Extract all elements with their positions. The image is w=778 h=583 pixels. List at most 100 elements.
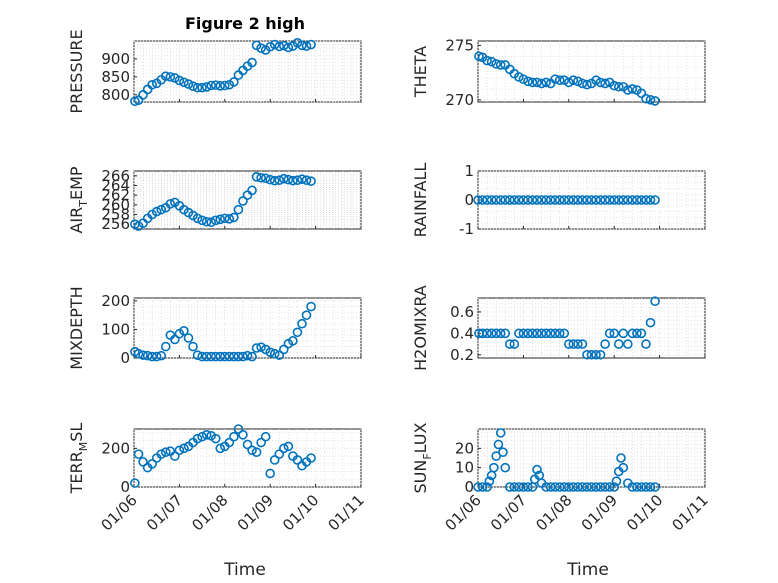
pressure-y-axis-label: PRESSURE (67, 29, 86, 113)
sun-flux-data-point (595, 482, 606, 492)
theta-data-point (514, 72, 524, 82)
air-temp-data-point (283, 174, 294, 185)
h2omixra-data-point (582, 349, 592, 360)
theta-data-point (563, 77, 574, 88)
terr-msl-data-point (160, 447, 171, 458)
sun-flux-data-point (611, 476, 622, 487)
theta-axes-box (477, 40, 706, 103)
rainfall-data-point (641, 195, 651, 205)
rainfall-data-point (495, 195, 506, 205)
sun-flux-axes-box (477, 428, 706, 488)
sun-flux-data-point (645, 482, 656, 492)
sun-flux-data-point (568, 482, 579, 492)
h2omixra-data-point (554, 328, 565, 339)
rainfall-data-point (582, 195, 592, 205)
air-temp-data-point (224, 214, 235, 224)
h2omixra-data-point (641, 339, 651, 349)
sun-flux-x-tick-label: 01/11 (669, 491, 712, 534)
terr-msl-panel: 0 200 TERRMSL 01/06 01/07 01/08 01/09 01/10 01/1… (67, 423, 368, 535)
rainfall-data-point (518, 195, 529, 205)
terr-msl-x-tick-label: 01/10 (279, 491, 322, 534)
h2omixra-y-tick-label: 0.2 (450, 346, 474, 364)
mixdepth-y-tick-label: 200 (101, 292, 130, 310)
h2omixra-data-point (618, 328, 629, 339)
sun-flux-data-point (532, 464, 542, 475)
theta-data-point (559, 75, 570, 86)
rainfall-panel: -1 0 1 RAINFALL (411, 162, 706, 238)
h2omixra-data-point (477, 328, 488, 339)
air-temp-data-point (260, 173, 271, 184)
rainfall-data-point (568, 195, 579, 205)
sun-flux-data-point (586, 482, 597, 492)
theta-data-point (523, 76, 533, 87)
sun-flux-data-point (559, 482, 570, 492)
rainfall-data-point (486, 195, 497, 205)
pressure-data-point (192, 82, 203, 93)
terr-msl-data-point (306, 453, 316, 463)
sun-flux-data-point (616, 453, 626, 463)
terr-msl-data-point (130, 478, 140, 488)
sun-flux-data-point (609, 482, 620, 492)
sun-flux-x-tick-label: 01/08 (532, 491, 575, 534)
theta-data-point (627, 84, 638, 94)
rainfall-data-point (554, 195, 565, 205)
sun-flux-data-point (514, 482, 524, 492)
terr-msl-data-point (242, 439, 253, 450)
mixdepth-data-point (201, 351, 212, 362)
air-temp-data-point (297, 174, 307, 185)
h2omixra-panel: 0.2 0.4 0.6 H2OMIXRA (411, 285, 706, 371)
terr-msl-y-tick-label: 200 (101, 439, 130, 457)
terr-msl-x-tick-label: 01/11 (325, 491, 368, 534)
pressure-y-tick-label: 900 (101, 50, 130, 68)
pressure-data-point (206, 80, 216, 91)
sun-flux-data-point (563, 482, 574, 492)
terr-msl-data-point (269, 455, 280, 465)
terr-msl-data-point (265, 468, 276, 479)
sun-flux-data-point (493, 439, 504, 450)
terr-msl-data-point (174, 445, 185, 456)
sun-flux-data-point (650, 482, 660, 492)
rainfall-data-point (473, 195, 483, 205)
x-axis-label-left: Time (223, 560, 266, 580)
sun-flux-data-point (509, 482, 520, 492)
sun-flux-data-point (482, 482, 492, 492)
theta-data-point (591, 75, 601, 86)
terr-msl-data-point (210, 433, 221, 444)
mixdepth-data-point (215, 351, 226, 362)
theta-y-axis-label: THETA (411, 46, 430, 98)
mixdepth-data-point (147, 351, 157, 362)
sun-flux-data-point (627, 482, 638, 492)
pressure-data-point (279, 40, 289, 51)
h2omixra-data-point (509, 339, 520, 349)
sun-flux-data-point (477, 482, 488, 492)
mixdepth-data-point (220, 351, 230, 362)
air-temp-data-point (256, 172, 266, 183)
h2omixra-data-point (518, 328, 529, 339)
rainfall-y-axis-label: RAINFALL (411, 163, 430, 238)
rainfall-y-tick-label: -1 (459, 220, 474, 238)
pressure-data-point (210, 80, 221, 90)
sun-flux-data-point (600, 482, 610, 492)
mixdepth-data-point (265, 347, 276, 358)
air-temp-data-point (247, 185, 257, 196)
h2omixra-data-point (577, 339, 588, 349)
sun-flux-y-tick-label: 20 (455, 439, 474, 457)
terr-msl-data-point (224, 437, 235, 448)
mixdepth-data-point (183, 333, 194, 343)
terr-msl-data-point (192, 433, 203, 444)
mixdepth-data-point (238, 351, 248, 362)
mixdepth-data-point (247, 351, 257, 362)
h2omixra-data-point (527, 328, 538, 339)
mixdepth-y-tick-label: 100 (101, 320, 130, 338)
pressure-data-point (306, 39, 316, 50)
terr-msl-data-point (260, 431, 271, 442)
h2omixra-y-tick-label: 0.4 (450, 324, 474, 342)
h2omixra-y-tick-label: 0.6 (450, 303, 474, 321)
h2omixra-data-point (559, 328, 570, 339)
pressure-data-point (179, 77, 189, 88)
mixdepth-data-point (251, 343, 262, 353)
pressure-data-point (201, 82, 212, 92)
h2omixra-data-point (586, 349, 597, 360)
theta-data-point (482, 55, 492, 66)
terr-msl-axes-box (133, 428, 362, 488)
